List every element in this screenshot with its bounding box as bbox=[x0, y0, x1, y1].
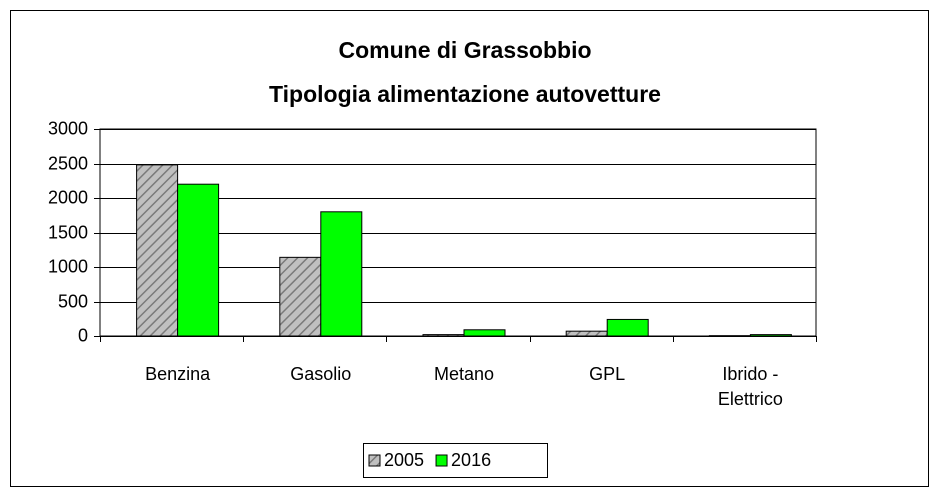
x-tick-label: Ibrido - Elettrico bbox=[717, 364, 783, 409]
y-tick-label: 2500 bbox=[48, 153, 88, 173]
bar bbox=[136, 164, 179, 337]
bar bbox=[565, 330, 608, 337]
x-tick-label: Benzina bbox=[145, 364, 211, 384]
bar bbox=[422, 334, 465, 337]
bar bbox=[279, 256, 322, 337]
y-tick-label: 3000 bbox=[48, 118, 88, 138]
bar bbox=[177, 183, 220, 337]
chart-title: Comune di Grassobbio bbox=[338, 37, 591, 63]
bar bbox=[749, 334, 792, 337]
legend-label: 2005 bbox=[384, 450, 424, 470]
x-tick-label: GPL bbox=[589, 364, 626, 384]
bar bbox=[320, 211, 363, 337]
bar bbox=[463, 329, 506, 337]
y-tick-label: 1000 bbox=[48, 256, 88, 276]
chart-subtitle: Tipologia alimentazione autovetture bbox=[269, 81, 661, 107]
legend-swatch bbox=[435, 454, 448, 467]
legend-label: 2016 bbox=[451, 450, 491, 470]
y-tick-label: 1500 bbox=[48, 222, 88, 242]
legend-swatch bbox=[368, 454, 381, 467]
y-tick-label: 2000 bbox=[48, 187, 88, 207]
x-tick-label: Metano bbox=[433, 364, 495, 384]
bar bbox=[606, 318, 649, 337]
x-tick-label: Gasolio bbox=[290, 364, 352, 384]
y-tick-label: 0 bbox=[78, 325, 88, 345]
legend-box bbox=[363, 443, 548, 478]
y-tick-label: 500 bbox=[58, 291, 88, 311]
